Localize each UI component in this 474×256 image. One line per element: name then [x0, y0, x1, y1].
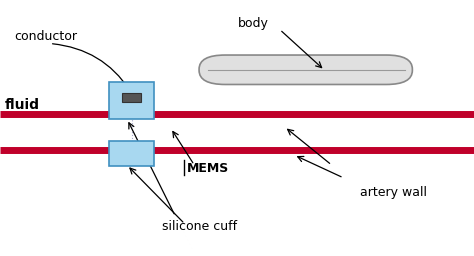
FancyBboxPatch shape: [199, 55, 412, 84]
Text: fluid: fluid: [5, 98, 40, 112]
FancyBboxPatch shape: [109, 82, 154, 119]
Text: MEMS: MEMS: [187, 162, 229, 175]
Text: conductor: conductor: [14, 30, 77, 43]
Text: artery wall: artery wall: [360, 186, 427, 199]
Text: body: body: [238, 17, 269, 30]
Bar: [122, 93, 141, 102]
Text: silicone cuff: silicone cuff: [162, 220, 237, 233]
FancyBboxPatch shape: [109, 141, 154, 166]
